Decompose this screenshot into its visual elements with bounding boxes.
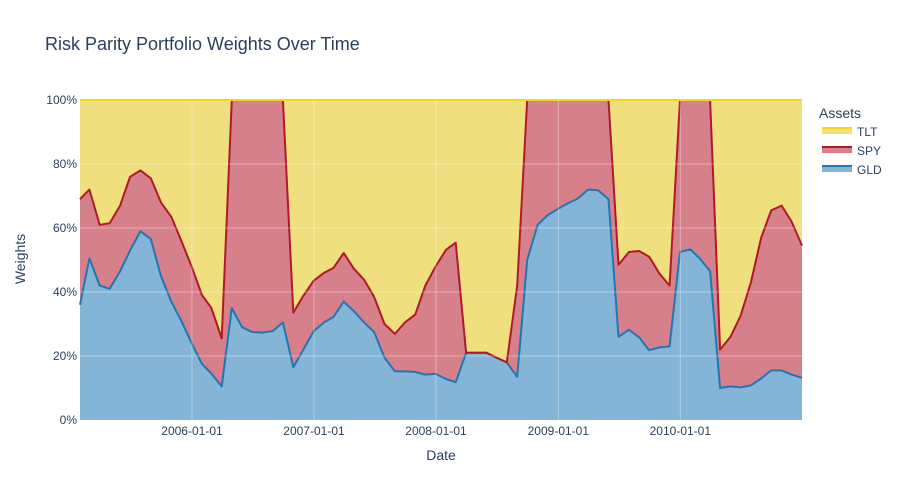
y-axis-ticks: 0% 20% 40% 60% 80% 100%	[46, 93, 77, 427]
y-tick-label: 20%	[53, 349, 77, 363]
area-tlt	[80, 100, 802, 363]
legend-title: Assets	[819, 105, 861, 121]
y-tick-label: 40%	[53, 285, 77, 299]
y-tick-label: 100%	[46, 93, 77, 107]
y-tick-label: 80%	[53, 157, 77, 171]
area-gld	[80, 189, 802, 420]
legend-label-spy: SPY	[857, 144, 881, 158]
legend-swatch-tlt	[822, 128, 852, 134]
x-axis-ticks: 2006-01-01 2007-01-01 2008-01-01 2009-01-01…	[161, 424, 711, 438]
x-tick-label: 2007-01-01	[283, 424, 345, 438]
y-axis-title: Weights	[12, 234, 28, 284]
legend-label-gld: GLD	[857, 163, 882, 177]
x-tick-label: 2010-01-01	[650, 424, 712, 438]
line-gld	[79, 188, 803, 389]
chart-title: Risk Parity Portfolio Weights Over Time	[45, 34, 360, 54]
y-tick-label: 0%	[60, 413, 78, 427]
x-tick-label: 2008-01-01	[405, 424, 467, 438]
x-tick-label: 2006-01-01	[161, 424, 223, 438]
plot-area	[79, 99, 803, 420]
legend-swatch-gld	[822, 166, 852, 172]
legend-swatch-spy	[822, 147, 852, 153]
x-axis-title: Date	[426, 447, 456, 463]
y-tick-label: 60%	[53, 221, 77, 235]
gridlines	[80, 100, 802, 420]
x-tick-label: 2009-01-01	[528, 424, 590, 438]
legend-label-tlt: TLT	[857, 125, 878, 139]
area-spy	[80, 100, 802, 388]
legend: Assets TLT SPY GLD	[819, 105, 882, 177]
